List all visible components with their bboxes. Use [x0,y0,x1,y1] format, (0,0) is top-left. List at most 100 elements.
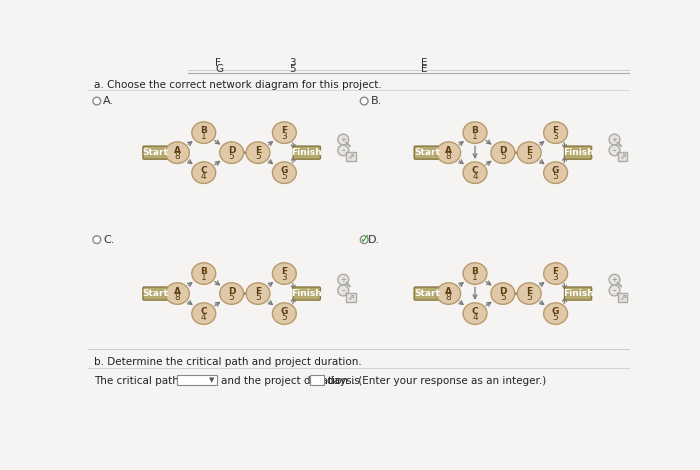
Text: 5: 5 [526,152,532,161]
Text: ⇗: ⇗ [347,293,354,302]
Text: 8: 8 [174,152,181,161]
Text: F: F [552,267,559,276]
Ellipse shape [246,142,270,164]
Text: A: A [174,287,181,296]
Text: Start: Start [414,148,440,157]
Ellipse shape [463,122,487,143]
Text: D: D [228,287,235,296]
Ellipse shape [463,263,487,284]
Text: C: C [472,307,478,316]
Text: -: - [612,285,616,296]
Text: E: E [255,146,261,155]
FancyBboxPatch shape [293,146,321,159]
Text: A: A [445,146,452,155]
Text: ▼: ▼ [209,377,215,383]
FancyBboxPatch shape [414,146,440,159]
Text: 4: 4 [473,172,478,181]
Text: 1: 1 [201,273,206,282]
Ellipse shape [544,263,568,284]
Text: C.: C. [103,235,114,245]
Text: 5: 5 [500,293,506,302]
FancyBboxPatch shape [564,287,592,300]
Text: Finish: Finish [291,289,322,298]
Text: F: F [216,57,221,68]
Ellipse shape [272,263,296,284]
Text: 4: 4 [201,313,206,322]
Text: G: G [552,307,559,316]
Text: 1: 1 [472,273,478,282]
Text: 8: 8 [446,152,452,161]
Text: 3: 3 [553,132,559,141]
Ellipse shape [517,142,541,164]
Text: 5: 5 [500,152,506,161]
Text: 5: 5 [289,64,295,74]
Circle shape [609,285,620,296]
Text: D: D [228,146,235,155]
Circle shape [93,236,101,243]
Ellipse shape [165,142,189,164]
Text: +: + [612,277,617,282]
Bar [617,152,627,161]
Ellipse shape [192,162,216,183]
Circle shape [360,97,368,105]
FancyBboxPatch shape [293,287,321,300]
Text: B.: B. [370,96,382,106]
Text: E: E [526,287,532,296]
Text: C: C [200,307,207,316]
Text: 5: 5 [255,152,261,161]
Ellipse shape [272,122,296,143]
Text: 1: 1 [201,132,206,141]
Text: and the project duration is: and the project duration is [220,376,360,386]
Text: C: C [200,166,207,175]
Ellipse shape [463,162,487,183]
Ellipse shape [246,283,270,305]
FancyBboxPatch shape [143,287,169,300]
Ellipse shape [220,142,244,164]
Text: 1: 1 [472,132,478,141]
FancyBboxPatch shape [564,146,592,159]
Text: G: G [216,64,223,74]
Text: 5: 5 [255,293,261,302]
Text: +: + [340,137,346,142]
Text: b. Determine the critical path and project duration.: b. Determine the critical path and proje… [94,357,361,367]
Text: A.: A. [103,96,114,106]
Circle shape [609,145,620,156]
Circle shape [360,236,368,243]
Text: C: C [472,166,478,175]
Text: E: E [526,146,532,155]
Text: 4: 4 [473,313,478,322]
Ellipse shape [491,283,514,305]
Text: B: B [200,267,207,276]
Text: 5: 5 [229,293,234,302]
Text: G: G [281,307,288,316]
Bar [310,375,324,385]
Ellipse shape [192,122,216,143]
Text: 5: 5 [229,152,234,161]
Text: 4: 4 [201,172,206,181]
Text: Finish: Finish [563,289,594,298]
Text: B: B [472,267,478,276]
Ellipse shape [437,283,461,305]
Ellipse shape [491,142,514,164]
Circle shape [609,134,620,145]
Ellipse shape [544,162,568,183]
Text: 8: 8 [174,293,181,302]
Bar [346,152,356,161]
Text: B: B [472,126,478,135]
Ellipse shape [544,122,568,143]
Text: Finish: Finish [563,148,594,157]
Text: Start: Start [143,289,169,298]
FancyBboxPatch shape [414,287,440,300]
Text: Finish: Finish [291,148,322,157]
Text: 3: 3 [289,57,295,68]
Text: ⇗: ⇗ [619,152,626,161]
Text: days. (Enter your response as an integer.): days. (Enter your response as an integer… [327,376,546,386]
Text: -: - [342,145,345,156]
Text: F: F [552,126,559,135]
Bar [346,293,356,302]
FancyBboxPatch shape [143,146,169,159]
Text: G: G [281,166,288,175]
Text: 5: 5 [553,172,559,181]
Circle shape [338,145,349,156]
Bar [176,375,217,385]
